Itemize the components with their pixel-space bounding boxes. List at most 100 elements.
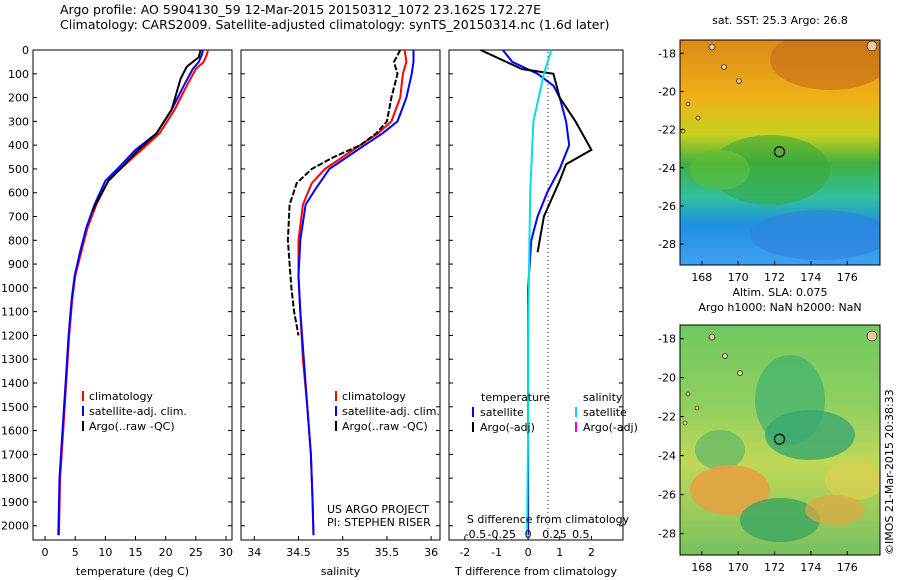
x-tick-label: -1	[491, 546, 502, 559]
y-tick-label: 700	[8, 211, 29, 224]
map-x-tick-label: 168	[691, 561, 712, 574]
x-tick-label: -2	[459, 546, 470, 559]
x2-tick-label: -0.25	[487, 528, 515, 541]
y-tick-label: 1100	[1, 306, 29, 319]
map-x-tick-label: 170	[728, 561, 749, 574]
legend-label: climatology	[89, 390, 153, 403]
map-y-tick-label: -22	[658, 124, 676, 137]
argo-location-marker	[773, 433, 786, 445]
legend-label: climatology	[342, 390, 406, 403]
y-tick-label: 0	[22, 44, 29, 57]
annotation-text: US ARGO PROJECT	[327, 503, 429, 516]
x-tick-label: 34.5	[286, 546, 311, 559]
legend-label: Argo(-adj)	[480, 421, 535, 434]
x-axis-label: T difference from climatology	[454, 565, 617, 578]
map-y-tick-label: -20	[658, 372, 676, 385]
legend-label: satellite	[480, 406, 524, 419]
map-x-tick-label: 168	[691, 271, 712, 284]
x-axis-label: salinity	[321, 565, 361, 578]
y-tick-label: 1000	[1, 282, 29, 295]
map-y-tick-label: -22	[658, 411, 676, 424]
x2-axis-label: S difference from climatology	[467, 513, 630, 526]
y-tick-label: 300	[8, 115, 29, 128]
x-tick-label: 5	[72, 546, 79, 559]
y-tick-label: 1400	[1, 377, 29, 390]
map-x-tick-label: 174	[800, 561, 821, 574]
map-title: Argo h1000: NaN h2000: NaN	[698, 301, 861, 314]
x-tick-label: 15	[129, 546, 143, 559]
map-x-tick-label: 176	[837, 561, 858, 574]
x-tick-label: 20	[159, 546, 173, 559]
map-y-tick-label: -18	[658, 47, 676, 60]
legend-label: satellite	[583, 406, 627, 419]
legend-title: salinity	[583, 391, 623, 404]
sst-map	[679, 39, 881, 266]
y-tick-label: 200	[8, 92, 29, 105]
x2-tick-label: 0	[525, 528, 532, 541]
x2-tick-label: 0.5	[572, 528, 590, 541]
legend-label: Argo(..raw -QC)	[342, 420, 428, 433]
argo-location-marker	[773, 146, 786, 158]
y-tick-label: 600	[8, 187, 29, 200]
series-line	[297, 50, 415, 536]
x-tick-label: 30	[219, 546, 233, 559]
y-tick-label: 2000	[1, 520, 29, 533]
map-x-tick-label: 172	[764, 561, 785, 574]
x2-tick-label: 0.25	[542, 528, 567, 541]
x-tick-label: 34	[247, 546, 261, 559]
y-tick-label: 1800	[1, 472, 29, 485]
map-x-tick-label: 176	[837, 271, 858, 284]
x-tick-label: 2	[588, 546, 595, 559]
legend-label: satellite-adj. clim.	[89, 405, 187, 418]
series-line	[480, 49, 593, 253]
map-x-tick-label: 172	[764, 271, 785, 284]
map-x-tick-label: 174	[800, 271, 821, 284]
series-line	[526, 49, 553, 536]
x-tick-label: 25	[189, 546, 203, 559]
map-y-tick-label: -24	[658, 162, 676, 175]
map-y-tick-label: -20	[658, 85, 676, 98]
series-line	[286, 49, 402, 336]
map-y-tick-label: -26	[658, 489, 676, 502]
island-shapes	[680, 40, 878, 426]
y-tick-label: 500	[8, 163, 29, 176]
map-y-tick-label: -28	[658, 528, 676, 541]
x-tick-label: 36	[424, 546, 438, 559]
series-line	[57, 49, 209, 536]
map-y-tick-label: -24	[658, 450, 676, 463]
series-line	[502, 49, 571, 536]
y-tick-label: 400	[8, 139, 29, 152]
series-line	[57, 49, 205, 536]
y-tick-label: 1500	[1, 401, 29, 414]
series-line	[297, 49, 408, 536]
legend-label: satellite-adj. clim.	[342, 405, 440, 418]
temperature-panel-frame	[32, 49, 233, 541]
x-tick-label: 0	[42, 546, 49, 559]
annotation-text: PI: STEPHEN RISER	[327, 516, 431, 529]
legend-label: Argo(..raw -QC)	[89, 420, 175, 433]
x-axis-label: temperature (deg C)	[76, 565, 189, 578]
difference-panel-frame	[448, 49, 624, 541]
header-line1: Argo profile: AO 5904130_59 12-Mar-2015 …	[60, 2, 542, 17]
y-tick-label: 1200	[1, 329, 29, 342]
series-line	[91, 49, 202, 213]
y-tick-label: 100	[8, 68, 29, 81]
x-tick-label: 35	[336, 546, 350, 559]
map-title: sat. SST: 25.3 Argo: 26.8	[712, 14, 848, 27]
y-tick-label: 1600	[1, 425, 29, 438]
credit-text: ©IMOS 21-Mar-2015 20:38:33	[883, 389, 896, 555]
map-y-tick-label: -18	[658, 333, 676, 346]
x-tick-label: 35.5	[375, 546, 400, 559]
header-line2: Climatology: CARS2009. Satellite-adjuste…	[60, 17, 610, 32]
map-x-tick-label: 170	[728, 271, 749, 284]
legend-title: temperature	[481, 391, 550, 404]
y-tick-label: 1700	[1, 448, 29, 461]
salinity-panel-frame	[240, 49, 441, 541]
x-tick-label: 1	[556, 546, 563, 559]
y-tick-label: 900	[8, 258, 29, 271]
map-y-tick-label: -28	[658, 238, 676, 251]
map-title: Altim. SLA: 0.075	[732, 286, 827, 299]
y-tick-label: 1300	[1, 353, 29, 366]
y-tick-label: 800	[8, 234, 29, 247]
